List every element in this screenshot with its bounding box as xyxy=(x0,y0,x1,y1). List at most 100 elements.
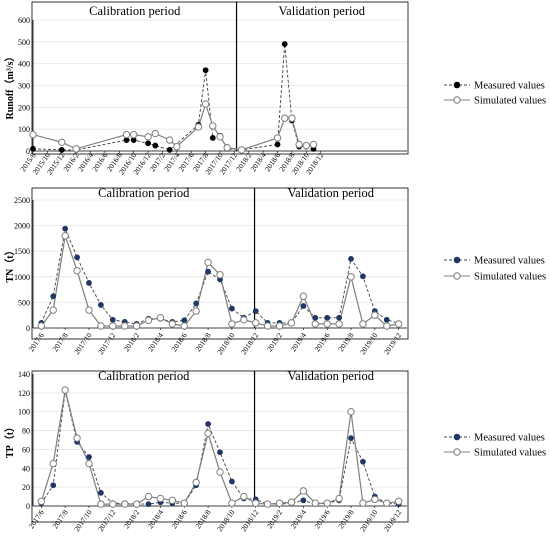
x-tick-label: 2018/12 xyxy=(239,508,261,534)
chart-frame xyxy=(31,370,409,523)
y-tick-label: 400 xyxy=(18,60,30,69)
simulated-point xyxy=(37,497,46,505)
simulated-point xyxy=(201,100,210,108)
measured-series-line xyxy=(32,43,314,151)
x-tick-label: 2019/12 xyxy=(382,331,404,357)
measured-point xyxy=(300,303,307,309)
measured-point xyxy=(30,145,36,152)
simulated-point xyxy=(49,306,57,314)
simulated-point xyxy=(394,497,403,505)
chart-frame xyxy=(31,1,409,155)
validation-period-label: Validation period xyxy=(288,369,375,383)
y-tick-label: 100 xyxy=(18,408,30,417)
simulated-point xyxy=(129,130,138,139)
simulated-point xyxy=(383,499,391,507)
x-tick-label: 2017/8 xyxy=(50,508,69,530)
x-tick-label: 2019/2 xyxy=(265,331,284,353)
x-tick-label: 2017/6 xyxy=(27,331,46,353)
y-tick-label: 60 xyxy=(22,445,30,454)
legend-measured-label: Measured values xyxy=(474,81,545,92)
legend-marker xyxy=(453,448,461,456)
y-tick-label: 0 xyxy=(26,502,30,511)
validation-period-label: Validation period xyxy=(288,186,375,200)
legend-simulated-label: Simulated values xyxy=(474,272,546,283)
measured-point xyxy=(300,497,307,504)
simulated-point xyxy=(132,322,141,330)
simulated-point xyxy=(383,322,391,330)
simulated-point xyxy=(85,459,93,468)
simulated-point xyxy=(204,258,212,267)
measured-point xyxy=(217,449,223,456)
y-tick-label: 0 xyxy=(26,147,30,156)
simulated-point xyxy=(216,133,224,141)
measured-point xyxy=(229,305,235,312)
y-tick-label: 140 xyxy=(18,370,30,379)
simulated-point xyxy=(252,319,260,327)
simulated-point xyxy=(223,144,231,152)
measured-point xyxy=(383,316,390,323)
simulated-point xyxy=(287,498,296,506)
simulated-point xyxy=(144,133,152,141)
x-tick-label: 2019/12 xyxy=(382,508,404,534)
simulated-point xyxy=(240,492,248,501)
simulated-point xyxy=(311,499,319,507)
x-tick-label: 2018/8 xyxy=(193,331,212,353)
x-tick-label: 2019/10 xyxy=(358,508,380,534)
simulated-point xyxy=(240,316,248,324)
simulated-point xyxy=(73,434,81,442)
calibration-period-label: Calibration period xyxy=(98,369,190,383)
measured-point xyxy=(274,141,281,148)
simulated-point xyxy=(156,314,165,322)
measured-point xyxy=(86,280,92,286)
simulated-point xyxy=(299,292,308,300)
simulated-point xyxy=(192,478,200,487)
simulated-point xyxy=(165,136,174,144)
simulated-point xyxy=(309,140,318,149)
y-tick-label: 20 xyxy=(22,483,30,492)
simulated-point xyxy=(168,320,177,328)
x-tick-label: 2017/10 xyxy=(72,508,94,534)
simulated-point xyxy=(209,122,217,130)
x-tick-label: 2017/10 xyxy=(72,331,94,357)
legend-marker xyxy=(453,81,461,89)
simulated-point xyxy=(216,271,224,279)
simulated-point xyxy=(273,134,282,142)
x-tick-label: 2019/8 xyxy=(336,508,355,530)
legend-marker xyxy=(453,433,461,441)
legend-marker xyxy=(453,272,461,280)
x-tick-label: 2019/4 xyxy=(289,508,308,530)
simulated-point xyxy=(323,499,331,507)
simulated-point xyxy=(73,266,81,275)
simulated-point xyxy=(359,320,367,328)
chart-frame xyxy=(31,187,409,340)
simulated-point xyxy=(263,500,272,508)
legend-measured-label: Measured values xyxy=(474,433,545,444)
x-tick-label: 2019/6 xyxy=(313,331,332,353)
simulated-point xyxy=(359,499,367,507)
simulated-point xyxy=(335,494,343,503)
y-tick-label: 1500 xyxy=(14,247,30,256)
validation-period-label: Validation period xyxy=(279,4,366,18)
simulated-point xyxy=(228,320,236,328)
measured-point xyxy=(74,254,80,261)
simulated-point xyxy=(347,273,355,281)
simulated-point xyxy=(371,311,379,319)
simulated-series-line xyxy=(32,102,314,151)
y-tick-label: 80 xyxy=(22,427,30,436)
simulated-point xyxy=(275,499,284,507)
simulated-point xyxy=(97,500,105,508)
simulated-point xyxy=(394,320,403,328)
measured-point xyxy=(145,140,151,147)
measured-point xyxy=(58,147,65,153)
measured-point xyxy=(193,300,200,307)
measured-point xyxy=(86,454,92,460)
measured-point xyxy=(152,142,159,149)
measured-point xyxy=(50,482,57,489)
legend-marker xyxy=(453,96,461,104)
measured-point xyxy=(145,501,152,508)
y-axis-label: TP（t） xyxy=(3,422,16,458)
x-tick-label: 2017/12 xyxy=(96,508,118,534)
simulated-point xyxy=(151,129,159,138)
